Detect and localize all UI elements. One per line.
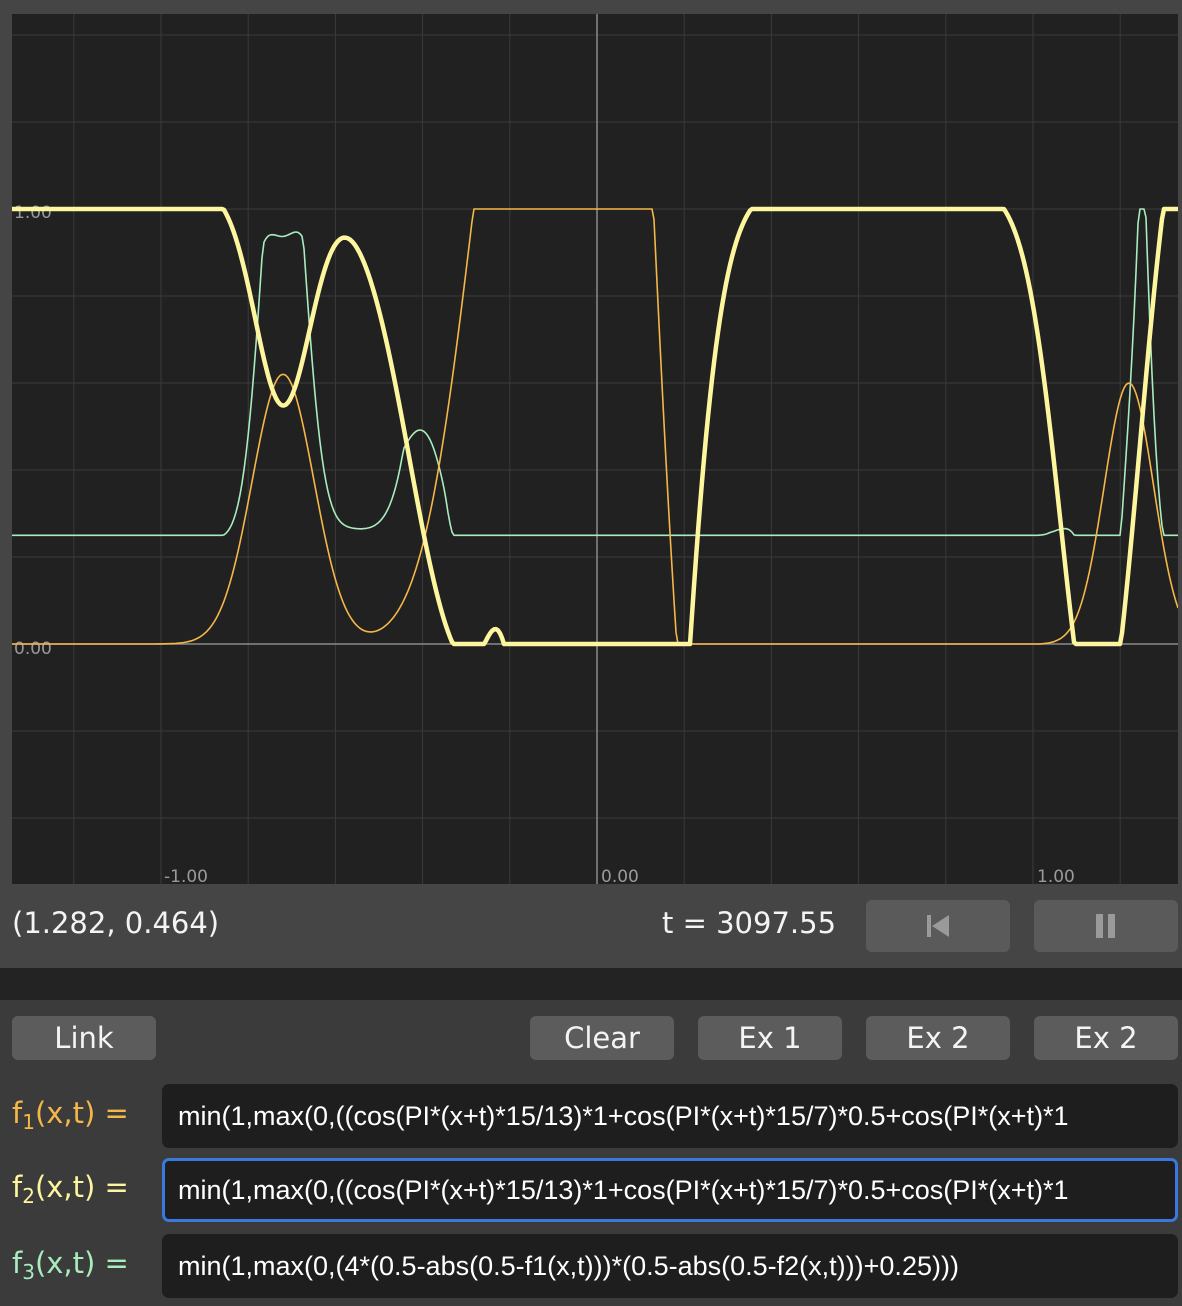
f1-input[interactable]: min(1,max(0,((cos(PI*(x+t)*15/13)*1+cos(… bbox=[162, 1084, 1178, 1148]
divider bbox=[0, 968, 1182, 1000]
time-readout: t = 3097.55 bbox=[662, 906, 837, 940]
example-2-button[interactable]: Ex 2 bbox=[866, 1016, 1010, 1060]
skip-back-icon bbox=[927, 915, 949, 937]
graph-canvas[interactable]: -1.00 0.00 1.00 1.00 0.00 bbox=[12, 14, 1178, 884]
f3-curve bbox=[12, 208, 1178, 537]
example-2b-button[interactable]: Ex 2 bbox=[1034, 1016, 1178, 1060]
x-tick-label: -1.00 bbox=[164, 867, 208, 884]
plot-panel: -1.00 0.00 1.00 1.00 0.00 (1.282, 0.464)… bbox=[12, 14, 1178, 952]
f2-input[interactable]: min(1,max(0,((cos(PI*(x+t)*15/13)*1+cos(… bbox=[162, 1158, 1178, 1222]
f3-input[interactable]: min(1,max(0,(4*(0.5-abs(0.5-f1(x,t)))*(0… bbox=[162, 1234, 1178, 1298]
x-tick-label: 1.00 bbox=[1037, 867, 1075, 884]
y-tick-label: 1.00 bbox=[14, 203, 52, 223]
example-1-button[interactable]: Ex 1 bbox=[698, 1016, 842, 1060]
f2-label: f2(x,t) = bbox=[12, 1170, 129, 1208]
graph-svg[interactable]: -1.00 0.00 1.00 1.00 0.00 bbox=[12, 14, 1178, 884]
f2-curve bbox=[12, 206, 1178, 647]
grid-lines bbox=[12, 14, 1178, 884]
curves bbox=[12, 206, 1178, 647]
f3-label: f3(x,t) = bbox=[12, 1246, 129, 1284]
x-tick-label: 0.00 bbox=[601, 867, 639, 884]
y-tick-label: 0.00 bbox=[14, 639, 52, 659]
f1-curve bbox=[12, 208, 1178, 645]
pause-button[interactable] bbox=[1034, 900, 1178, 952]
f1-label: f1(x,t) = bbox=[12, 1096, 129, 1134]
axes bbox=[12, 14, 1178, 884]
pause-icon bbox=[1096, 914, 1115, 938]
clear-button[interactable]: Clear bbox=[530, 1016, 674, 1060]
link-button[interactable]: Link bbox=[12, 1016, 156, 1060]
cursor-coordinates: (1.282, 0.464) bbox=[12, 906, 220, 940]
rewind-button[interactable] bbox=[866, 900, 1010, 952]
